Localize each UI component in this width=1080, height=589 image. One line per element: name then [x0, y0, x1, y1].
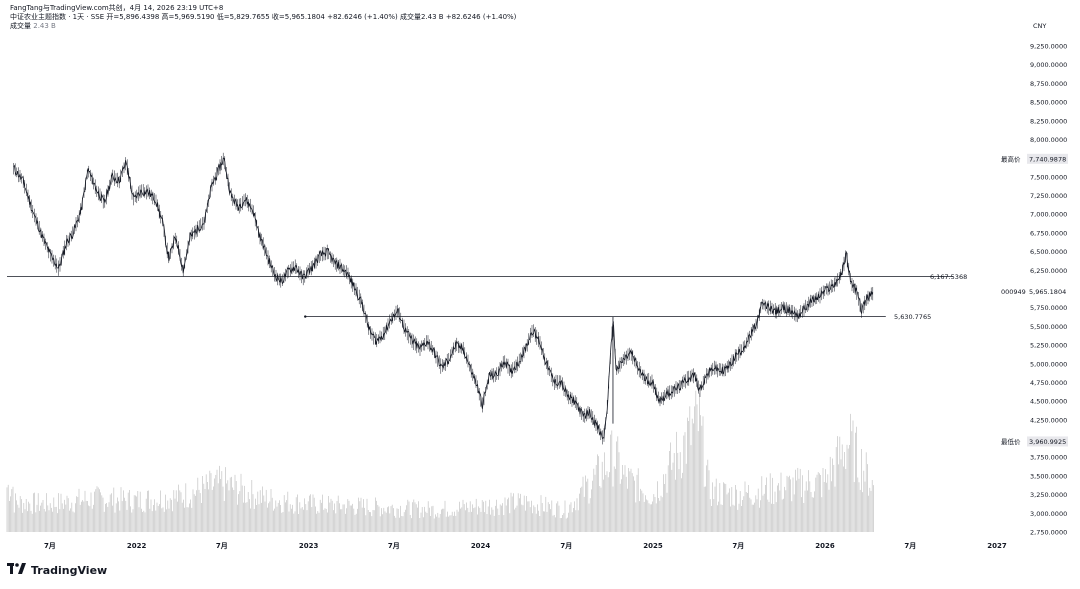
y-tick-label: 7,250.0000 [1030, 192, 1067, 200]
currency-label[interactable]: CNY [1033, 22, 1046, 30]
hline2-value: 5,630.7765 [894, 313, 931, 321]
x-tick-label: 7月 [560, 542, 572, 550]
close-value: =5,965.1804 [278, 13, 325, 21]
open-label: 开 [106, 13, 114, 21]
y-tick-label: 8,000.0000 [1030, 136, 1067, 144]
x-tick-label: 7月 [904, 542, 916, 550]
symbol-title[interactable]: 中证农业主题指数 · 1天 · SSE [10, 13, 105, 21]
last-price-tag-value: 5,965.1804 [1029, 288, 1066, 296]
high-tag: 最高价 7,740.9878 [999, 153, 1068, 164]
volume-row-label[interactable]: 成交量 [10, 22, 31, 30]
price-tags: 最高价 7,740.9878 最低价 3,960.9925 000949 5,965.18… [894, 153, 1068, 447]
low-tag-value-bg [1027, 436, 1068, 447]
volume-label: 成交量 [399, 13, 421, 21]
low-tag-label-bg [999, 436, 1026, 447]
attribution-line: FangTang与TradingView.com共创，4月 14, 2026 2… [10, 4, 224, 12]
low-label: 低 [216, 13, 224, 21]
y-tick-label: 9,250.0000 [1030, 43, 1067, 51]
y-tick-label: 4,750.0000 [1030, 379, 1067, 387]
volume-change-value: +82.6246 (+1.40%) [445, 13, 517, 21]
y-tick-label: 6,500.0000 [1030, 248, 1067, 256]
tradingview-icon [7, 563, 27, 578]
tradingview-logo[interactable]: TradingView [7, 563, 107, 578]
high-value: =5,969.5190 [168, 13, 215, 21]
y-tick-label: 5,250.0000 [1030, 342, 1067, 350]
low-tag: 最低价 3,960.9925 [999, 436, 1068, 447]
line-anchor-dot[interactable] [304, 315, 307, 318]
x-tick-label: 2022 [127, 542, 147, 550]
price-axis[interactable]: 9,250.0000 9,000.0000 8,750.0000 8,500.0000… [1030, 43, 1067, 537]
x-tick-label: 7月 [388, 542, 400, 550]
x-tick-label: 7月 [732, 542, 744, 550]
open-value: =5,896.4398 [113, 13, 160, 21]
x-tick-label: 2026 [815, 542, 835, 550]
volume-bars [6, 390, 874, 532]
time-axis[interactable]: 7月 2022 7月 2023 7月 2024 7月 2025 7月 2026 7月 2027 [44, 542, 1007, 550]
y-tick-label: 7,500.0000 [1030, 173, 1067, 181]
high-label: 高 [161, 13, 169, 21]
y-tick-label: 3,750.0000 [1030, 454, 1067, 462]
x-tick-label: 7月 [216, 542, 228, 550]
y-tick-label: 5,750.0000 [1030, 304, 1067, 312]
low-tag-value: 3,960.9925 [1029, 438, 1066, 446]
y-tick-label: 7,000.0000 [1030, 211, 1067, 219]
y-tick-label: 8,250.0000 [1030, 117, 1067, 125]
price-series [13, 152, 874, 445]
chart-header: FangTang与TradingView.com共创，4月 14, 2026 2… [10, 4, 516, 31]
x-tick-label: 2023 [299, 542, 319, 550]
y-tick-label: 8,750.0000 [1030, 80, 1067, 88]
last-price-tag-value-bg [1027, 286, 1068, 297]
volume-value: 2.43 B [420, 13, 444, 21]
low-tag-label: 最低价 [1001, 437, 1021, 446]
horizontal-lines[interactable] [7, 276, 954, 318]
y-tick-label: 3,000.0000 [1030, 510, 1067, 518]
price-line [13, 157, 874, 440]
high-tag-label-bg [999, 153, 1026, 164]
x-tick-label: 7月 [44, 542, 56, 550]
y-tick-label: 3,250.0000 [1030, 491, 1067, 499]
last-price-tag: 000949 5,965.1804 [999, 286, 1068, 297]
x-tick-label: 2025 [643, 542, 663, 550]
high-tag-value-bg [1027, 153, 1068, 164]
volume-row-value: 2.43 B [33, 22, 56, 30]
last-price-tag-label: 000949 [1001, 288, 1026, 296]
y-tick-label: 6,750.0000 [1030, 229, 1067, 237]
x-tick-label: 2027 [987, 542, 1007, 550]
x-tick-label: 2024 [471, 542, 491, 550]
last-price-tag-label-bg [999, 286, 1026, 297]
high-tag-label: 最高价 [1001, 154, 1021, 163]
ohlc-line: 中证农业主题指数 · 1天 · SSE 开=5,896.4398 高=5,969… [10, 13, 516, 22]
y-tick-label: 6,250.0000 [1030, 267, 1067, 275]
y-tick-label: 5,500.0000 [1030, 323, 1067, 331]
hline1-value: 6,167.5368 [930, 273, 967, 281]
close-label: 收 [271, 13, 279, 21]
y-tick-label: 8,500.0000 [1030, 99, 1067, 107]
low-value: =5,829.7655 [223, 13, 270, 21]
brand-name: TradingView [31, 564, 108, 577]
y-tick-label: 4,250.0000 [1030, 416, 1067, 424]
volume-line: 成交量 2.43 B [10, 22, 516, 31]
y-tick-label: 5,000.0000 [1030, 360, 1067, 368]
change-value: +82.6246 (+1.40%) [327, 13, 398, 21]
y-tick-label: 9,000.0000 [1030, 61, 1067, 69]
y-tick-label: 4,500.0000 [1030, 398, 1067, 406]
y-tick-label: 3,500.0000 [1030, 472, 1067, 480]
high-tag-value: 7,740.9878 [1029, 155, 1066, 163]
y-tick-label: 2,750.0000 [1030, 529, 1067, 537]
